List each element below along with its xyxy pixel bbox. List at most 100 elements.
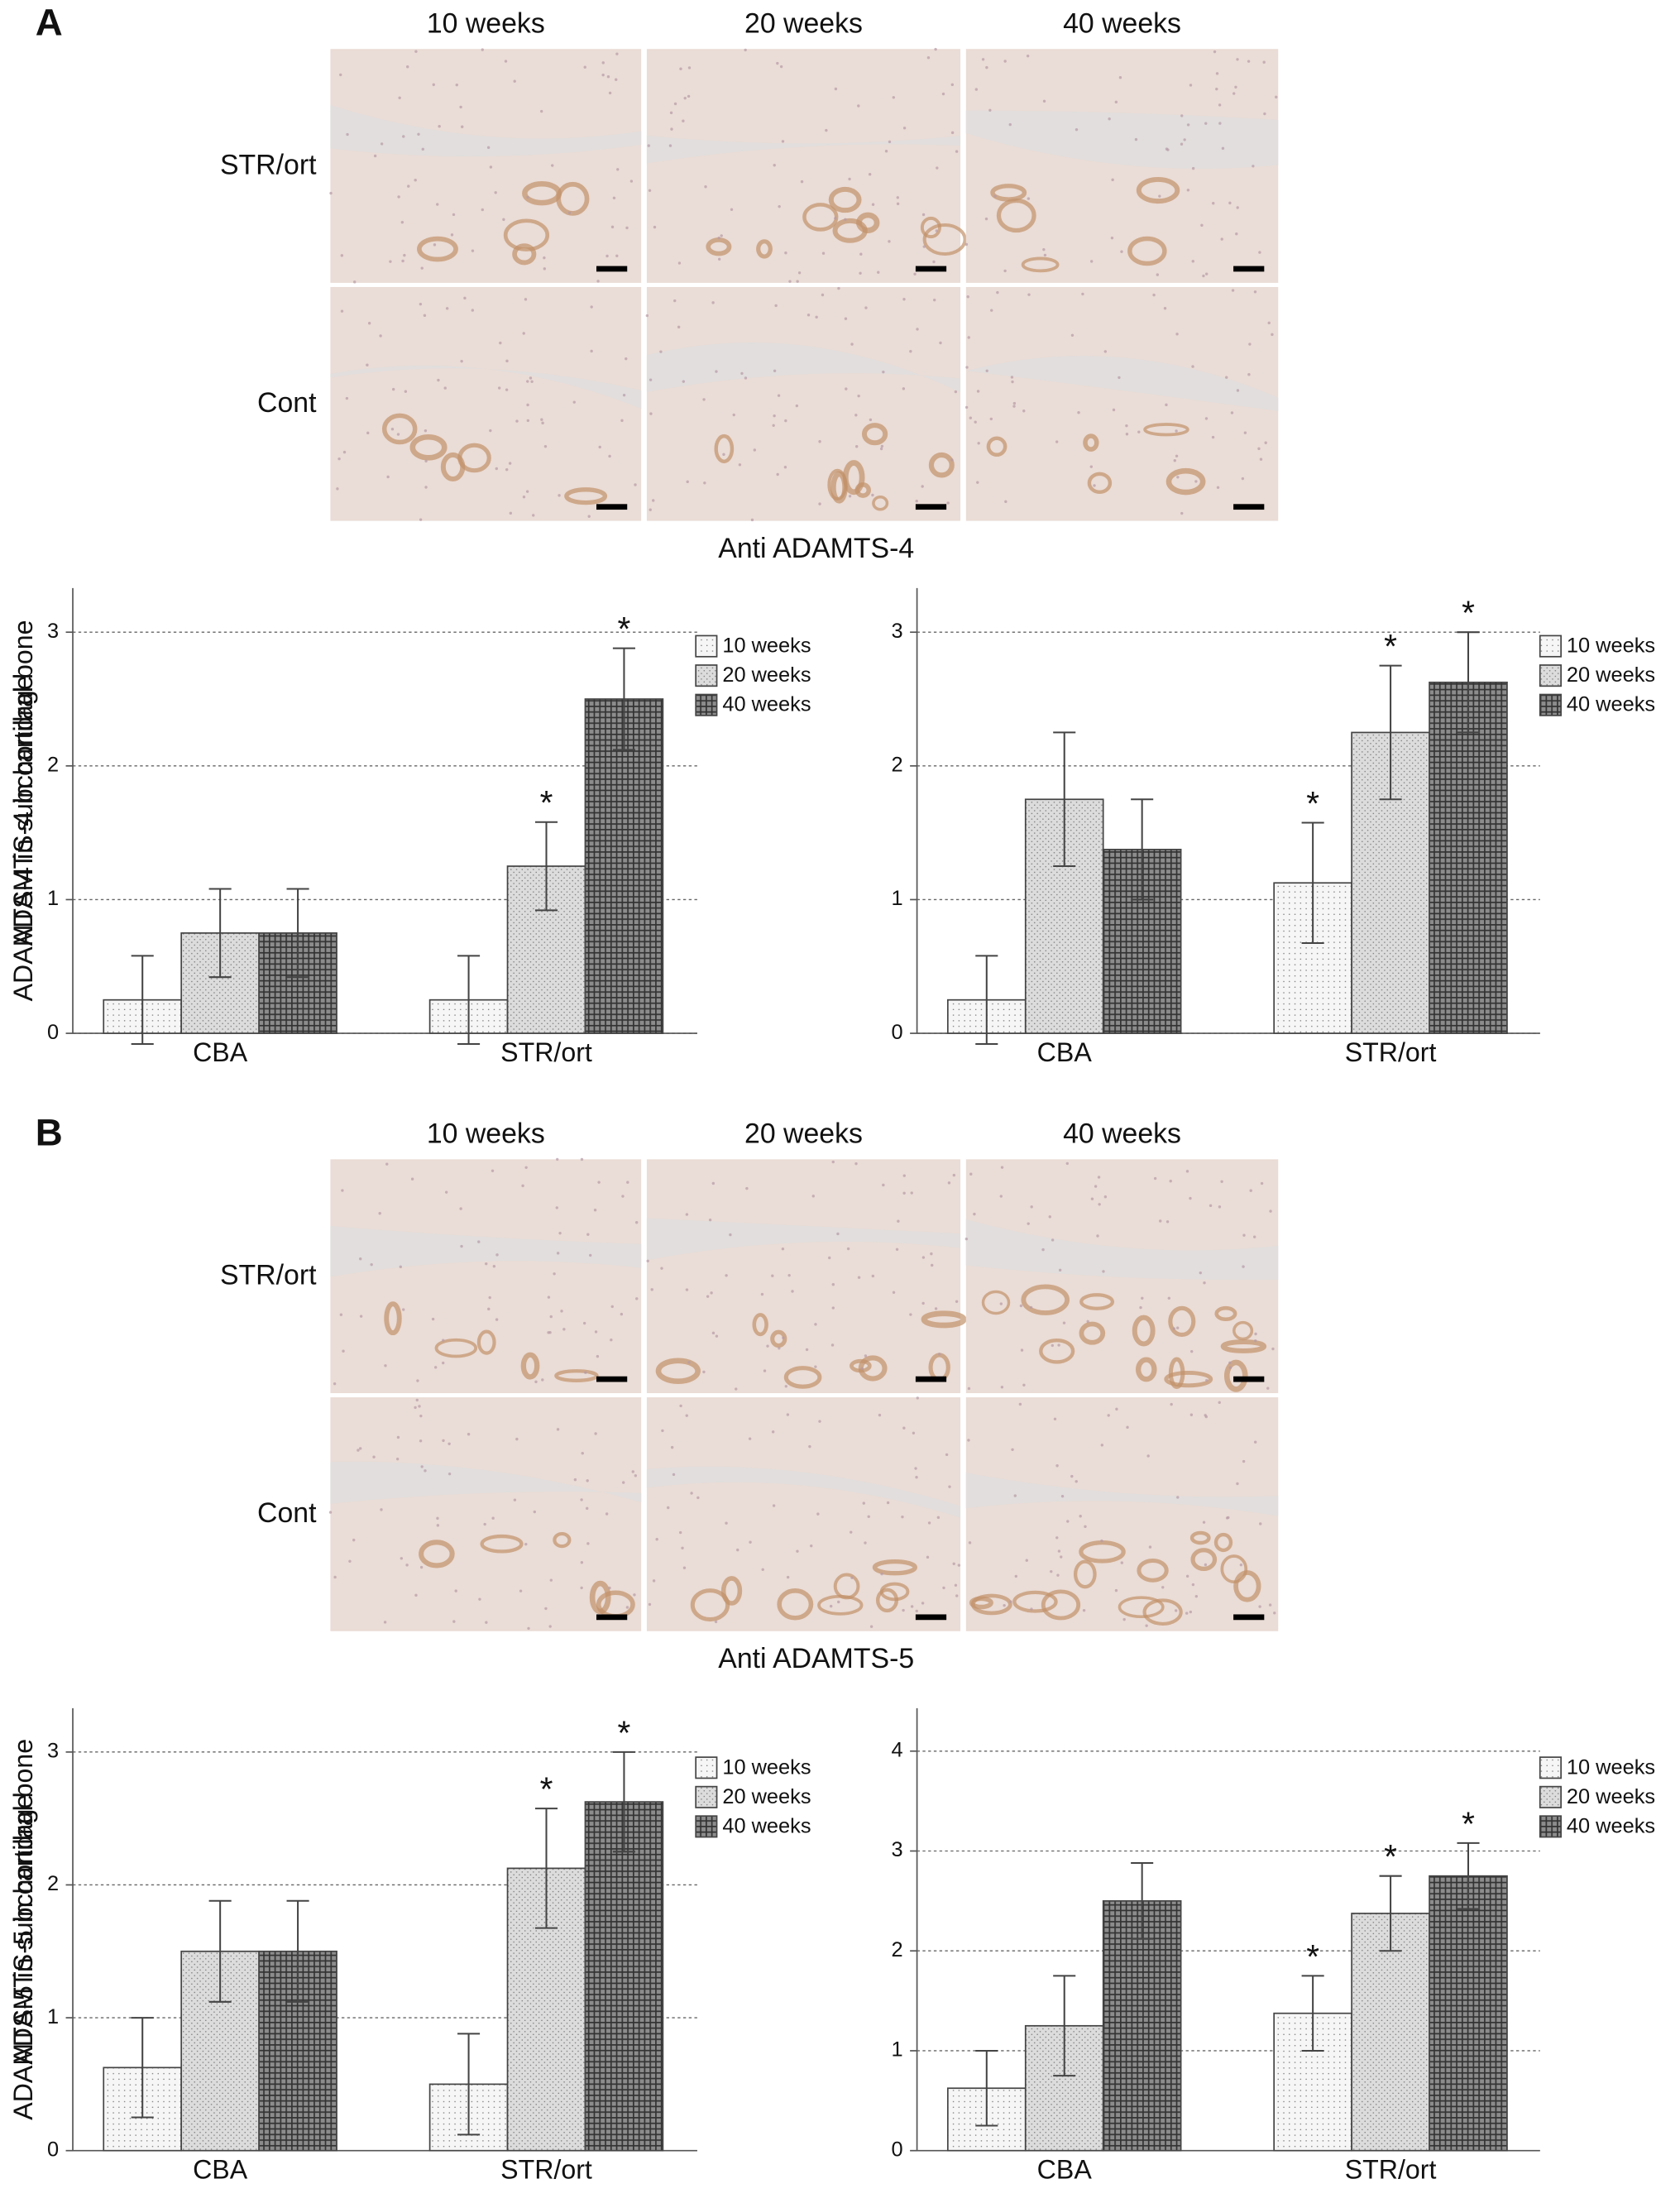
cell: [967, 1439, 970, 1442]
cell: [805, 1348, 809, 1352]
cell: [1008, 122, 1012, 127]
legend-label: 10 weeks: [722, 1755, 811, 1779]
cell: [786, 1413, 790, 1416]
cell: [1254, 1339, 1257, 1343]
cell: [1191, 1583, 1195, 1587]
cell: [491, 1169, 495, 1172]
cell: [390, 428, 395, 431]
cell: [1161, 1586, 1165, 1589]
cell: [634, 483, 637, 486]
cell: [1204, 272, 1209, 275]
cell: [1089, 465, 1094, 468]
cell: [389, 260, 392, 263]
cell: [1060, 1494, 1065, 1498]
cell: [396, 1435, 400, 1439]
error-bar: [1053, 731, 1076, 868]
cell: [897, 1219, 900, 1223]
micrograph: [645, 286, 961, 522]
cell: [1254, 1332, 1257, 1336]
cell: [526, 380, 529, 383]
cell: [902, 1191, 906, 1195]
legend-swatch: [695, 635, 718, 658]
cell: [549, 1578, 553, 1582]
cell: [696, 1496, 700, 1500]
cell: [678, 1530, 682, 1535]
cell: [405, 1564, 409, 1567]
cell: [831, 1160, 835, 1164]
micrograph: [965, 1397, 1279, 1631]
y-tick-label: 2: [47, 1872, 59, 1895]
cell: [524, 1166, 528, 1169]
scale-bar: [596, 266, 628, 272]
cell: [606, 75, 610, 79]
cell: [459, 105, 462, 109]
cell: [608, 91, 612, 95]
cell: [509, 511, 513, 515]
cell: [771, 1274, 774, 1277]
cell: [954, 1583, 958, 1587]
cell: [524, 1542, 528, 1546]
y-axis-label: ADAMTS-4 in cartilage: [8, 676, 38, 946]
column-header: 40 weeks: [1063, 1118, 1181, 1150]
joint-space: [646, 1466, 961, 1518]
cell: [1125, 424, 1128, 428]
cell: [580, 1498, 583, 1501]
stain: [770, 1329, 787, 1348]
cell: [1137, 430, 1141, 433]
error-bar-line: [612, 1750, 635, 1853]
cell: [784, 1385, 787, 1388]
error-bar-line: [1379, 664, 1402, 801]
cell: [993, 194, 997, 198]
cell: [586, 1233, 590, 1236]
cell: [677, 325, 681, 329]
stain: [476, 1329, 496, 1355]
cell: [774, 304, 778, 308]
cell: [1152, 293, 1156, 297]
cell: [414, 179, 417, 182]
cell: [620, 419, 624, 423]
cell: [681, 1546, 684, 1549]
cell: [1141, 1296, 1144, 1300]
cell: [1056, 1573, 1060, 1577]
cell: [1010, 376, 1014, 379]
cell: [625, 226, 629, 230]
cell: [1212, 202, 1215, 205]
cell: [540, 418, 543, 421]
cell: [495, 1253, 499, 1257]
cell: [1173, 459, 1176, 462]
error-bar: [131, 2017, 154, 2119]
cell: [580, 1561, 584, 1564]
column-header: 40 weeks: [1063, 7, 1181, 39]
cell: [989, 417, 993, 421]
y-tick-label: 3: [892, 1838, 903, 1861]
cell: [784, 251, 787, 255]
cell: [1029, 1305, 1033, 1310]
stain: [554, 1369, 599, 1382]
cell: [513, 1498, 517, 1501]
error-bar: [1301, 821, 1324, 944]
cell: [1191, 260, 1194, 263]
cell: [848, 495, 852, 498]
cell: [895, 1248, 899, 1251]
cell: [687, 94, 691, 98]
cell: [964, 405, 969, 409]
significance-mark: *: [540, 783, 553, 821]
stain: [1168, 1305, 1196, 1338]
stain: [872, 1559, 917, 1576]
cell: [848, 177, 851, 181]
stain: [920, 216, 941, 239]
cell: [543, 256, 546, 260]
cell: [787, 1273, 791, 1277]
cell: [1103, 1195, 1108, 1199]
stain: [1087, 472, 1113, 495]
cell: [551, 164, 554, 167]
cell: [372, 1455, 376, 1458]
cell: [452, 1620, 456, 1623]
cell: [492, 1265, 496, 1268]
cell: [1169, 1180, 1172, 1183]
micrograph-bg: [965, 1397, 1279, 1631]
cell: [572, 400, 576, 404]
panel-label: B: [36, 1112, 63, 1154]
cell: [686, 480, 689, 484]
cell: [530, 380, 534, 383]
